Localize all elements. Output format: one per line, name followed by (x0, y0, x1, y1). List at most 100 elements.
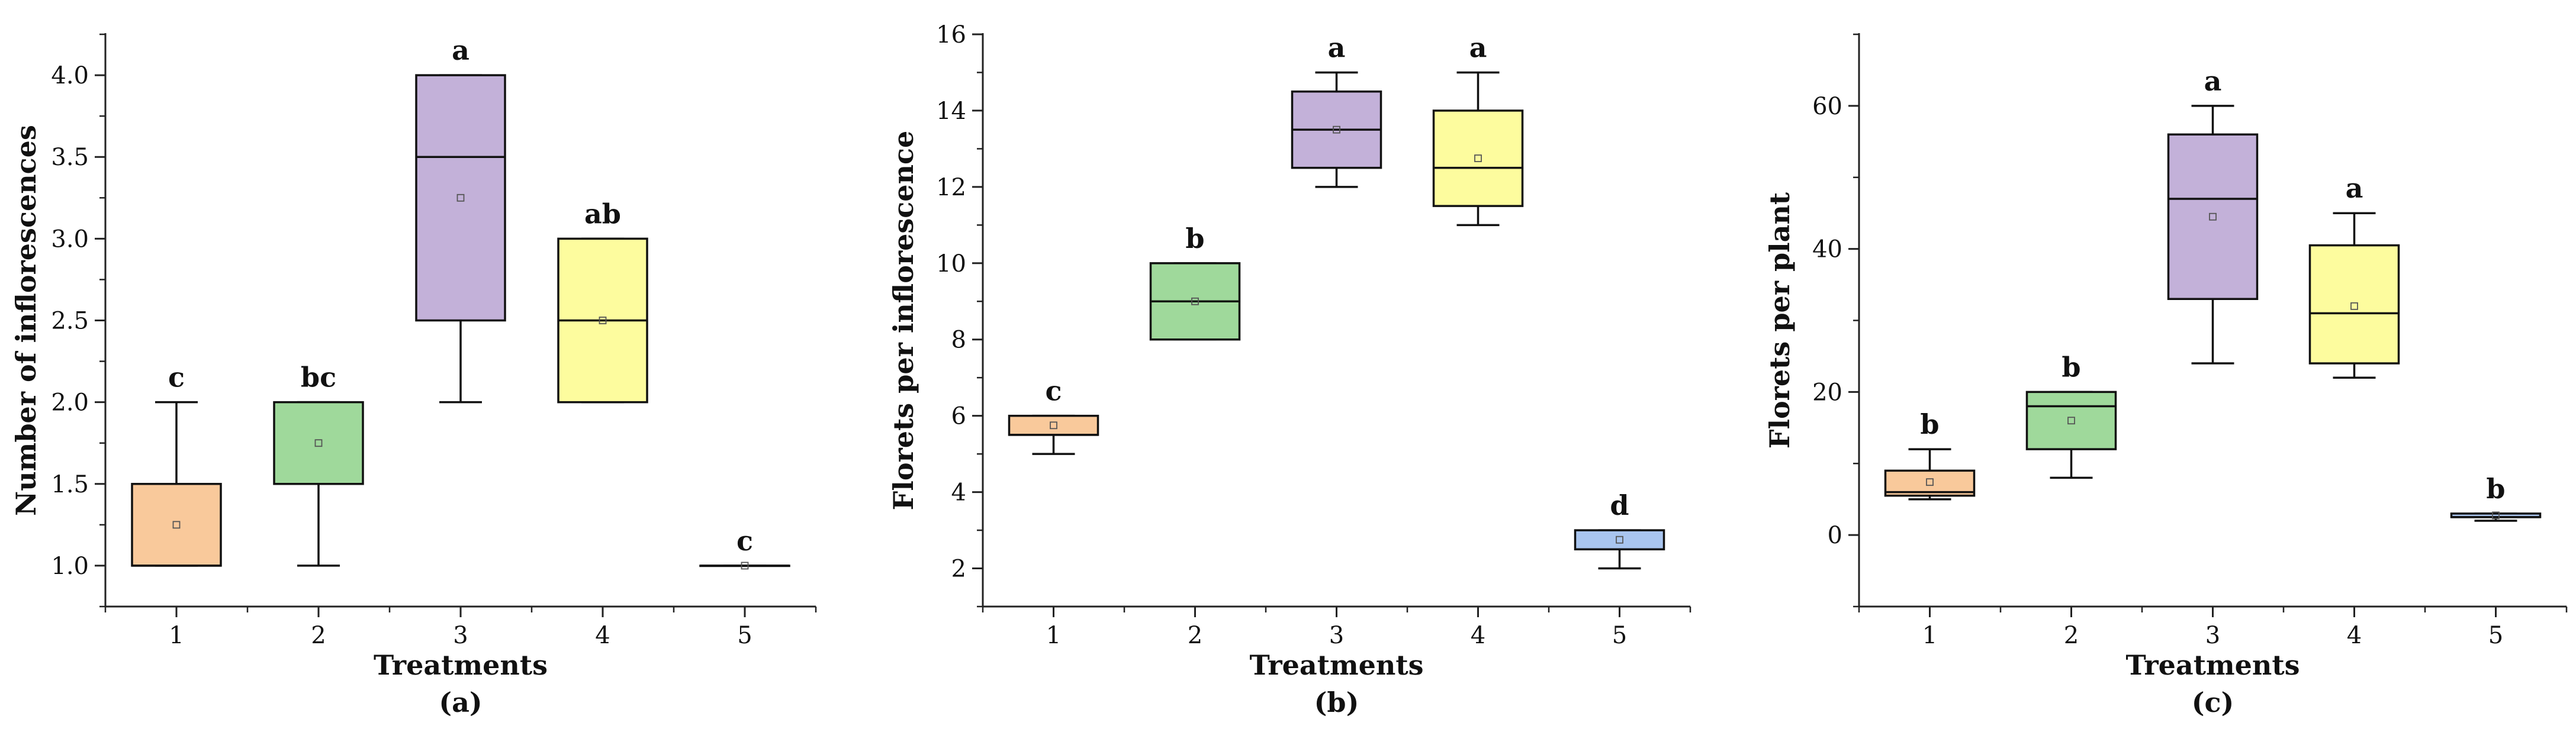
y-tick-label: 10 (936, 250, 966, 278)
significance-letter: ab (584, 198, 621, 230)
mean-marker (456, 194, 465, 202)
x-tick-label: 1 (1922, 622, 1937, 649)
box-3: a (2167, 65, 2259, 365)
mean-marker (2209, 212, 2217, 221)
mean-marker (1191, 297, 1199, 305)
mean-marker (2350, 302, 2358, 310)
x-tick-label: 2 (311, 622, 326, 649)
y-tick-label: 0 (1828, 522, 1842, 549)
mean-marker (172, 521, 181, 529)
box-3: a (415, 34, 506, 404)
mean-marker (314, 439, 323, 447)
box-1: c (1008, 375, 1099, 455)
significance-letter: bc (301, 362, 336, 394)
y-tick-label: 2.5 (51, 308, 89, 335)
x-tick-label: 2 (2064, 622, 2079, 649)
y-tick-label: 14 (936, 98, 966, 125)
box-body (273, 401, 364, 485)
box-3: a (1291, 31, 1382, 188)
x-tick-label: 4 (595, 622, 610, 649)
box-body (2025, 391, 2117, 450)
box-body (1574, 529, 1665, 551)
y-tick-label: 60 (1812, 93, 1842, 120)
x-tick-label: 3 (2205, 622, 2220, 649)
box-5: b (2450, 473, 2542, 522)
mean-marker (599, 317, 607, 324)
significance-letter: a (2346, 172, 2363, 204)
x-tick-label: 5 (2488, 622, 2503, 649)
significance-letter: b (1185, 222, 1204, 254)
x-tick-label: 3 (1329, 622, 1344, 649)
y-tick-label: 2.0 (51, 389, 89, 417)
mean-marker (1926, 478, 1934, 486)
y-tick-label: 8 (951, 327, 966, 354)
significance-letter: c (737, 525, 753, 557)
box-2: b (2025, 351, 2117, 479)
mean-marker (2492, 511, 2500, 520)
y-tick-label: 20 (1812, 379, 1842, 406)
y-tick-label: 1.5 (51, 471, 89, 498)
x-tick-label: 1 (169, 622, 184, 649)
y-tick-label: 16 (936, 21, 966, 49)
x-axis-title: Treatments (1250, 649, 1424, 681)
significance-letter: b (2486, 473, 2505, 505)
y-tick-label: 4.0 (51, 62, 89, 89)
x-tick-label: 4 (1471, 622, 1485, 649)
y-tick-label: 12 (936, 174, 966, 201)
significance-letter: d (1610, 489, 1629, 521)
mean-marker (741, 562, 749, 570)
x-tick-label: 4 (2347, 622, 2362, 649)
y-tick-label: 1.0 (51, 553, 89, 580)
box-4: a (2308, 172, 2400, 379)
box-1: c (131, 362, 222, 567)
significance-letter: c (1045, 375, 1062, 407)
x-tick-label: 5 (1612, 622, 1627, 649)
mean-marker (1474, 154, 1482, 162)
box-5: d (1574, 489, 1665, 570)
x-axis-title: Treatments (2126, 649, 2300, 681)
significance-letter: a (2204, 65, 2222, 97)
significance-letter: b (1920, 408, 1939, 440)
panel-caption: (a) (439, 686, 482, 718)
y-axis-title: Number of inflorescences (10, 125, 42, 516)
panel-caption: (c) (2192, 686, 2234, 718)
y-tick-label: 2 (951, 556, 966, 583)
x-tick-label: 1 (1046, 622, 1061, 649)
y-tick-label: 4 (951, 479, 966, 507)
x-tick-label: 5 (737, 622, 752, 649)
box-1: b (1884, 408, 1976, 501)
box-4: a (1432, 31, 1524, 227)
significance-letter: a (1328, 31, 1346, 63)
y-tick-label: 6 (951, 403, 966, 430)
chart-panel-1: 1.0 1.5 2.0 2.5 3.0 3.5 4.0 1 2 3 4 5 c bc a ab c Treatme… (10, 33, 817, 718)
panel-caption: (b) (1314, 686, 1359, 718)
significance-letter: b (2062, 351, 2080, 383)
y-tick-label: 3.0 (51, 225, 89, 253)
significance-letter: a (452, 34, 469, 66)
x-tick-label: 2 (1188, 622, 1202, 649)
box-body (415, 74, 506, 322)
y-tick-label: 40 (1812, 236, 1842, 263)
box-body (2308, 244, 2400, 365)
mean-marker (2067, 417, 2075, 425)
box-body (2167, 133, 2259, 300)
y-axis-title: Florets per inflorescence (887, 131, 919, 511)
mean-marker (1616, 536, 1623, 544)
mean-marker (1050, 421, 1057, 430)
chart-panel-3: 0 20 40 60 1 2 3 4 5 b b a a b Treatments (c) Florets pe… (1764, 33, 2568, 718)
x-axis-title: Treatments (374, 649, 548, 681)
box-body (131, 483, 222, 567)
mean-marker (1333, 125, 1340, 134)
box-2: b (1149, 222, 1241, 341)
box-2: bc (273, 362, 364, 567)
y-axis-title: Florets per plant (1764, 192, 1796, 449)
x-tick-label: 3 (453, 622, 468, 649)
box-4: ab (557, 198, 648, 404)
significance-letter: c (168, 362, 185, 394)
significance-letter: a (1469, 31, 1487, 63)
y-tick-label: 3.5 (51, 144, 89, 171)
box-body (1008, 414, 1099, 436)
box-body (1432, 109, 1524, 207)
box-5: c (699, 525, 790, 570)
